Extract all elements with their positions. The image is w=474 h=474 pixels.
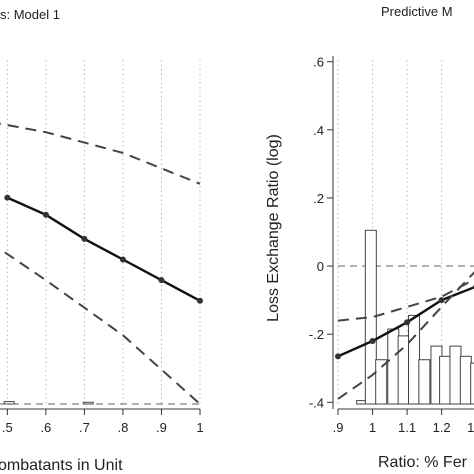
y-tick-label: .6 [313, 55, 324, 70]
x-tick-label: .9 [156, 420, 167, 435]
right-panel-axes: .9 1 1.1 1.2 1.3 .6 .4 .2 0 -.2 -.4 [309, 55, 474, 435]
left-panel-x-axis-title: ombatants in Unit [0, 457, 123, 474]
histogram-bar [82, 401, 94, 405]
histogram-bar [418, 359, 431, 405]
histogram-bar [439, 355, 452, 405]
left-panel-title: s: Model 1 [0, 7, 60, 22]
y-tick-label: .2 [313, 191, 324, 206]
prediction-point [197, 297, 203, 304]
x-tick-label: .6 [40, 420, 51, 435]
x-tick-label: 1 [369, 420, 376, 435]
left-panel-histogram [3, 401, 94, 405]
left-panel-grid [0, 60, 201, 405]
prediction-point [335, 353, 341, 360]
right-panel-lines [335, 271, 474, 400]
x-tick-label: 1.3 [467, 420, 474, 435]
x-tick-label: .5 [2, 420, 13, 435]
right-panel-histogram [356, 229, 474, 405]
confidence-band-line [0, 247, 201, 405]
confidence-band-line [337, 278, 474, 322]
histogram-bar [375, 359, 388, 405]
y-tick-label: -.4 [309, 395, 324, 410]
prediction-point [42, 211, 49, 218]
left-panel-axes: .5 .6 .7 .8 .9 1 [0, 408, 204, 435]
x-tick-label: 1.1 [398, 420, 416, 435]
histogram-bar [408, 314, 420, 405]
histogram-bar [459, 355, 472, 405]
confidence-band-line [337, 271, 474, 400]
x-tick-label: .9 [333, 420, 344, 435]
prediction-line [6, 196, 201, 302]
x-tick-label: .7 [79, 420, 90, 435]
left-panel-lines [0, 122, 203, 405]
left-panel: s: Model 1 ombatants in Unit .5 .6 .7 .8 .9 1 [0, 7, 204, 474]
x-tick-label: 1.2 [433, 420, 451, 435]
histogram-bar [449, 345, 462, 405]
prediction-point [438, 297, 445, 304]
x-tick-label: .8 [118, 420, 129, 435]
x-tick-label: 1 [196, 420, 203, 435]
prediction-point [4, 194, 11, 201]
right-panel: Predictive M Ratio: % Fer Loss Exchange … [265, 4, 474, 471]
right-panel-y-axis-title: Loss Exchange Ratio (log) [265, 134, 282, 322]
histogram-bar [387, 328, 400, 405]
right-panel-x-axis-title: Ratio: % Fer [378, 454, 468, 471]
prediction-point [404, 319, 411, 326]
prediction-point [119, 256, 126, 263]
y-tick-label: .4 [313, 123, 324, 138]
histogram-bar [470, 362, 474, 405]
histogram-bar [397, 335, 410, 405]
prediction-point [158, 277, 165, 284]
y-tick-label: 0 [317, 259, 324, 274]
prediction-point [81, 235, 88, 242]
confidence-band-line [0, 122, 201, 185]
histogram-bar [3, 401, 15, 405]
y-tick-label: -.2 [309, 327, 324, 342]
right-panel-title: Predictive M [381, 4, 453, 19]
prediction-point [369, 337, 376, 344]
